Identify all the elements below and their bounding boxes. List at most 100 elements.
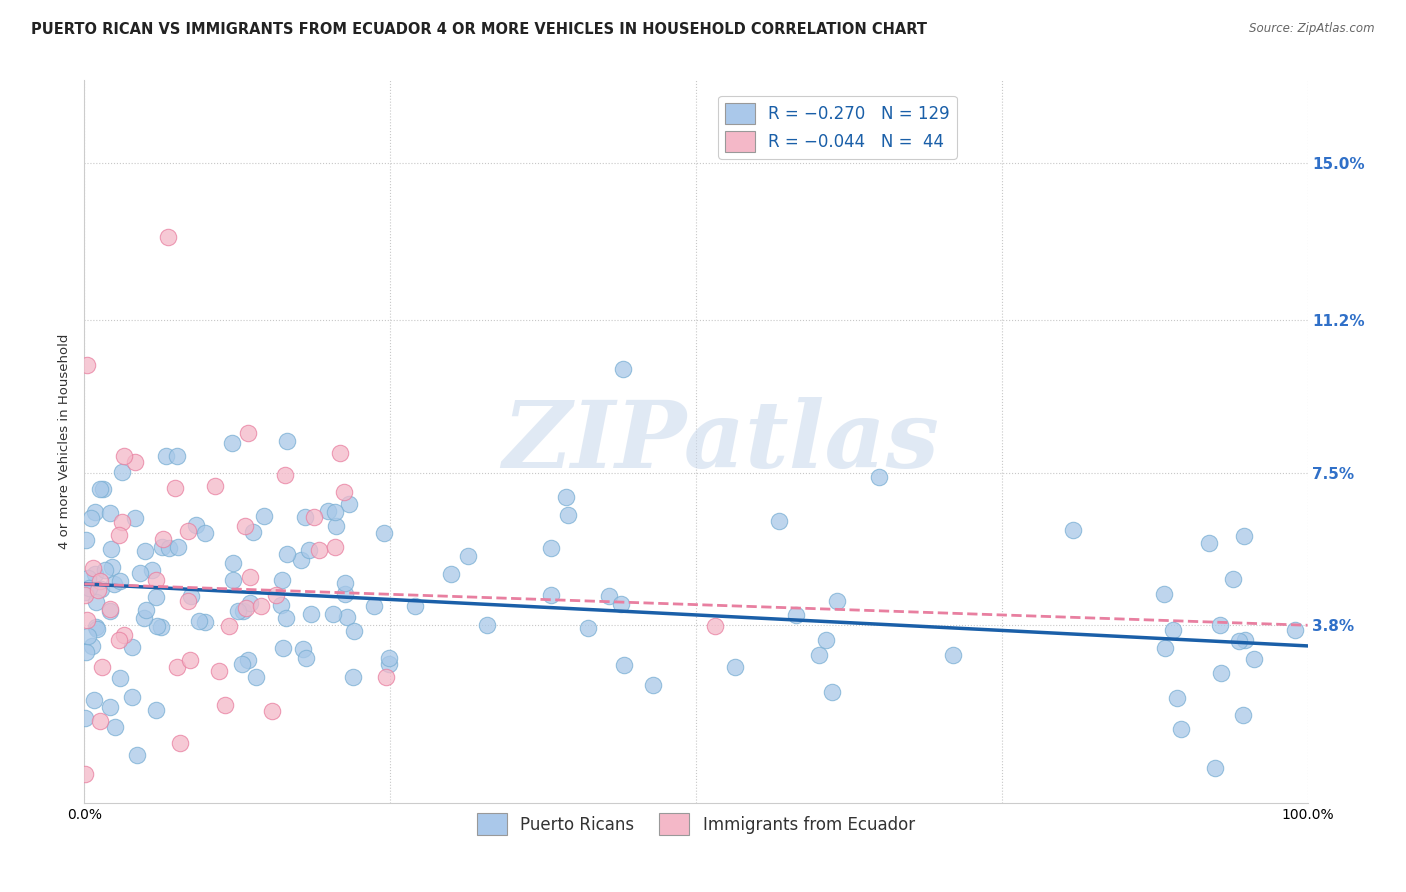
Point [111, 466, 134, 480]
Point [112, 449, 135, 463]
Point [1232, 708, 1254, 723]
Point [84, 567, 107, 582]
Point [440, 566, 463, 581]
Point [226, 604, 249, 618]
Point [270, 598, 292, 612]
Point [323, 505, 346, 519]
Point [98, 699, 121, 714]
Point [253, 508, 276, 523]
Point [157, 541, 180, 555]
Point [316, 504, 339, 518]
Point [333, 484, 356, 499]
Point [557, 508, 579, 522]
Point [166, 660, 188, 674]
Point [1243, 651, 1265, 665]
Point [98, 604, 121, 618]
Point [337, 497, 360, 511]
Point [75, 645, 97, 659]
Point [155, 449, 177, 463]
Point [82, 561, 104, 575]
Point [276, 611, 298, 625]
Point [239, 570, 262, 584]
Point [613, 658, 636, 673]
Point [75, 767, 97, 781]
Point [222, 573, 245, 587]
Point [785, 608, 807, 623]
Point [375, 670, 398, 684]
Point [80, 510, 103, 524]
Point [295, 651, 318, 665]
Point [245, 670, 267, 684]
Point [108, 671, 131, 685]
Point [242, 524, 264, 539]
Point [825, 594, 848, 608]
Point [208, 665, 231, 679]
Point [107, 633, 129, 648]
Point [1198, 536, 1220, 550]
Point [218, 618, 240, 632]
Point [540, 588, 562, 602]
Point [89, 482, 111, 496]
Point [273, 468, 295, 483]
Point [294, 510, 316, 524]
Text: Source: ZipAtlas.com: Source: ZipAtlas.com [1250, 22, 1375, 36]
Point [98, 506, 121, 520]
Point [329, 446, 352, 460]
Point [292, 642, 315, 657]
Point [612, 362, 634, 376]
Point [239, 596, 262, 610]
Point [1204, 760, 1226, 774]
Point [166, 541, 188, 555]
Point [290, 553, 312, 567]
Point [1234, 632, 1257, 647]
Point [821, 684, 844, 698]
Point [194, 526, 217, 541]
Point [77, 629, 100, 643]
Point [457, 549, 479, 563]
Point [87, 582, 110, 597]
Point [1211, 666, 1233, 681]
Point [724, 659, 747, 673]
Point [236, 653, 259, 667]
Point [180, 589, 202, 603]
Point [156, 230, 179, 244]
Point [145, 619, 167, 633]
Point [121, 690, 143, 705]
Point [814, 633, 837, 648]
Point [322, 607, 344, 622]
Point [363, 599, 385, 613]
Point [576, 621, 599, 635]
Point [1284, 624, 1306, 638]
Point [108, 574, 131, 589]
Point [1227, 633, 1250, 648]
Point [1170, 722, 1192, 736]
Point [83, 693, 105, 707]
Point [235, 601, 257, 615]
Point [75, 584, 97, 599]
Point [166, 449, 188, 463]
Point [231, 657, 253, 672]
Point [276, 547, 298, 561]
Point [89, 714, 111, 728]
Point [177, 594, 200, 608]
Point [298, 543, 321, 558]
Point [232, 604, 254, 618]
Point [179, 653, 201, 667]
Point [610, 597, 633, 611]
Point [302, 509, 325, 524]
Point [260, 705, 283, 719]
Point [308, 542, 330, 557]
Point [124, 510, 146, 524]
Point [75, 588, 97, 602]
Point [1166, 691, 1188, 706]
Point [342, 670, 364, 684]
Point [76, 358, 98, 372]
Point [76, 613, 98, 627]
Point [377, 657, 399, 671]
Point [150, 540, 173, 554]
Point [236, 425, 259, 440]
Point [165, 481, 187, 495]
Point [77, 581, 100, 595]
Point [141, 562, 163, 576]
Point [121, 640, 143, 655]
